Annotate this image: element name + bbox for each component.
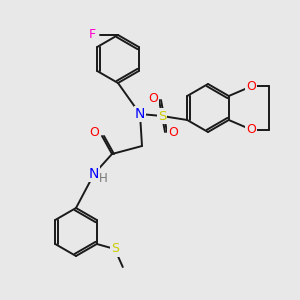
Text: O: O xyxy=(246,80,256,93)
Text: F: F xyxy=(88,28,96,41)
Text: N: N xyxy=(89,167,99,181)
Text: O: O xyxy=(168,127,178,140)
Text: S: S xyxy=(111,242,119,256)
Text: N: N xyxy=(135,107,145,121)
Text: S: S xyxy=(158,110,166,122)
Text: O: O xyxy=(148,92,158,106)
Text: O: O xyxy=(246,123,256,136)
Text: H: H xyxy=(99,172,107,185)
Text: O: O xyxy=(89,127,99,140)
